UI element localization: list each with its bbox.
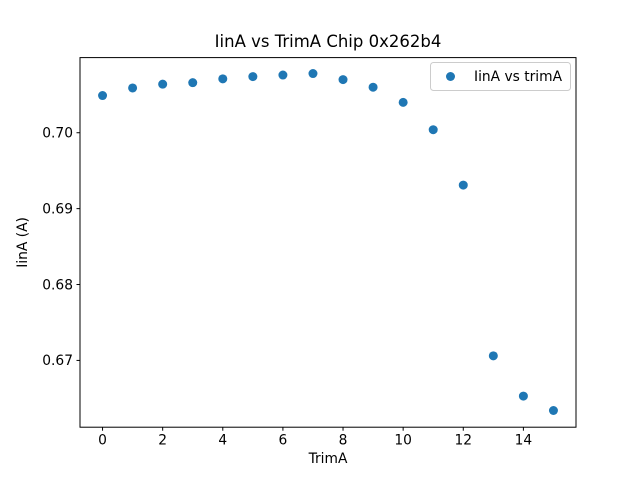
y-tick-label: 0.70 bbox=[42, 126, 73, 142]
x-tick-label: 8 bbox=[339, 433, 348, 449]
scatter-point bbox=[248, 72, 258, 82]
scatter-point bbox=[458, 180, 468, 190]
x-axis-label: TrimA bbox=[308, 451, 348, 467]
x-tick-label: 14 bbox=[515, 433, 533, 449]
legend-marker-icon bbox=[446, 72, 455, 81]
y-tick-label: 0.68 bbox=[42, 277, 73, 293]
x-tick-label: 6 bbox=[279, 433, 288, 449]
x-tick-label: 10 bbox=[394, 433, 412, 449]
scatter-point bbox=[338, 75, 348, 85]
scatter-point bbox=[308, 69, 318, 79]
chart-title: IinA vs TrimA Chip 0x262b4 bbox=[215, 32, 442, 51]
legend: IinA vs trimA bbox=[430, 62, 571, 91]
scatter-point bbox=[98, 91, 108, 101]
scatter-point bbox=[368, 82, 378, 92]
scatter-point bbox=[548, 406, 558, 415]
scatter-point bbox=[218, 74, 228, 84]
scatter-point bbox=[278, 70, 288, 80]
scatter-point bbox=[158, 79, 168, 89]
y-tick-label: 0.67 bbox=[42, 353, 73, 369]
axes-area: 0 2 4 6 8 10 12 14 0.67 0.68 0.69 0.70 bbox=[42, 57, 577, 449]
legend-box bbox=[430, 62, 571, 91]
scatter-point bbox=[398, 97, 408, 107]
axes-frame bbox=[79, 57, 577, 428]
scatter-point bbox=[428, 125, 438, 135]
scatter-point bbox=[518, 391, 528, 401]
legend-label: IinA vs trimA bbox=[474, 69, 563, 85]
scatter-point bbox=[488, 351, 498, 361]
scatter-point bbox=[128, 83, 138, 93]
x-tick-label: 2 bbox=[158, 433, 167, 449]
y-axis-label: IinA (A) bbox=[15, 217, 31, 268]
scatter-point bbox=[188, 78, 198, 88]
x-tick-label: 0 bbox=[98, 433, 107, 449]
x-tick-label: 4 bbox=[218, 433, 227, 449]
y-tick-label: 0.69 bbox=[42, 201, 73, 217]
x-tick-label: 12 bbox=[454, 433, 472, 449]
